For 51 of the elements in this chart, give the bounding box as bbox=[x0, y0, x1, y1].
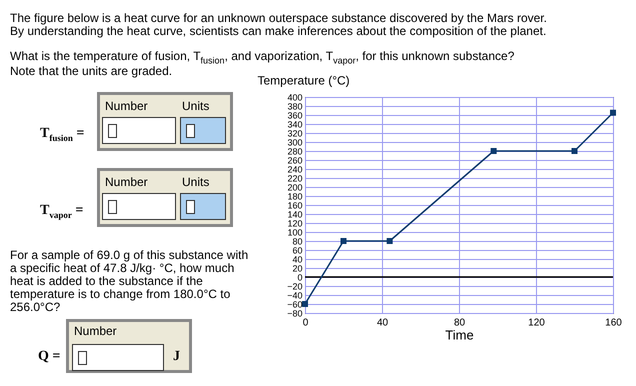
y-tick-label: −60 bbox=[287, 300, 302, 310]
y-tick-label: 80 bbox=[292, 236, 302, 246]
x-tick-label: 120 bbox=[528, 318, 546, 328]
y-tick-label: 400 bbox=[287, 92, 302, 102]
y-tick-label: 340 bbox=[287, 120, 302, 130]
text: What is the temperature of fusion, T$_{fusion}$, and vaporization, T$_{vapor}$, for this unknown substance? bbox=[10, 49, 514, 66]
y-tick-label: 20 bbox=[292, 264, 302, 274]
y-tick-label: 360 bbox=[287, 110, 302, 120]
y-tick-label: 120 bbox=[287, 218, 302, 228]
point bbox=[386, 238, 393, 244]
point bbox=[572, 148, 578, 154]
y-tick-label: 320 bbox=[287, 128, 302, 138]
y-tick-label: 100 bbox=[287, 228, 302, 238]
y-tick-label: −20 bbox=[287, 282, 302, 292]
y-tick-label: 140 bbox=[287, 210, 302, 220]
x-axis-title: Time bbox=[445, 328, 474, 342]
x-tick-label: 40 bbox=[376, 318, 388, 328]
text: Units bbox=[182, 99, 210, 113]
text: By understanding the heat curve, scientists can make inferences about the composition of the planet. bbox=[10, 24, 546, 38]
y-tick-label: 200 bbox=[287, 182, 302, 192]
text: T$_{vapor}$ = bbox=[40, 203, 84, 222]
text: Note that the units are graded. bbox=[10, 64, 172, 78]
y-tick-label: 260 bbox=[287, 156, 302, 166]
y-tick-label: 220 bbox=[287, 174, 302, 184]
x-tick-label: 160 bbox=[605, 318, 622, 328]
text: Q = bbox=[38, 349, 60, 364]
point bbox=[340, 238, 346, 244]
y-tick-label: 380 bbox=[287, 102, 302, 112]
text: Number bbox=[105, 175, 148, 189]
text: T$_{fusion}$ = bbox=[40, 126, 84, 145]
y-tick-label: 160 bbox=[287, 200, 302, 210]
text: Number bbox=[105, 99, 148, 113]
y-axis-title: Temperature (°C) bbox=[258, 74, 350, 88]
point bbox=[302, 301, 308, 307]
text: Number bbox=[74, 324, 117, 338]
y-tick-label: 60 bbox=[292, 246, 302, 256]
y-tick-label: 240 bbox=[287, 164, 302, 174]
text: For a sample of 69.0 g of this substance with a specific heat of 47.8 J/kg· °C, how much heat is added to the substance if the temperature is to change from 180.0°C to 256.0°C? bbox=[10, 248, 250, 314]
text: J bbox=[173, 349, 180, 364]
y-tick-label: 180 bbox=[287, 192, 302, 202]
y-tick-label: 300 bbox=[287, 138, 302, 148]
text: Units bbox=[182, 175, 210, 189]
point bbox=[490, 148, 497, 154]
y-tick-label: 280 bbox=[287, 146, 302, 156]
y-tick-label: −40 bbox=[287, 290, 302, 300]
point bbox=[610, 110, 616, 116]
text: The figure below is a heat curve for an unknown outerspace substance discovered by the Mars rover. bbox=[10, 11, 547, 25]
y-tick-label: −80 bbox=[287, 308, 302, 318]
y-tick-label: 0 bbox=[297, 272, 302, 282]
y-tick-label: 40 bbox=[292, 254, 302, 264]
x-tick-label: 80 bbox=[454, 318, 466, 328]
